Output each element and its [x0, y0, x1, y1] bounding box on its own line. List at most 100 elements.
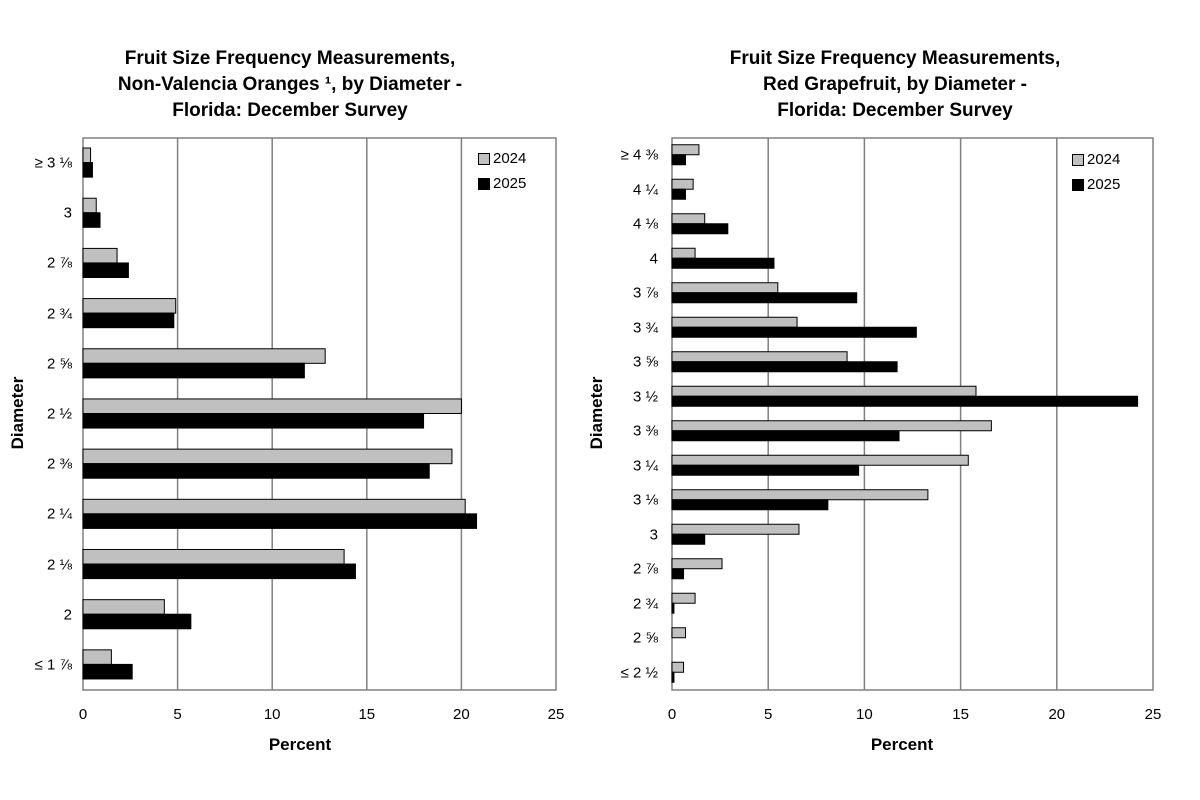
- x-axis-label: Percent: [268, 735, 332, 754]
- y-tick-label: 2 ⅛: [46, 556, 72, 574]
- bar-2024: [671, 213, 706, 225]
- y-tick-label: ≥ 4 ⅜: [620, 146, 658, 164]
- bar-2025: [671, 326, 917, 338]
- bar-2025: [671, 464, 860, 476]
- bar-2025: [671, 430, 900, 442]
- y-tick-label: 2 ⅞: [46, 254, 72, 272]
- legend-label: 2025: [493, 175, 527, 192]
- bar-2024: [671, 558, 723, 570]
- title-line-3: Florida: December Survey: [777, 100, 1013, 121]
- legend-item-2024: 2024: [478, 146, 526, 171]
- bar-2025: [671, 602, 675, 614]
- bar-chart-svg: [671, 137, 1154, 691]
- title-line-2: Non-Valencia Oranges ¹, by Diameter -: [117, 74, 463, 95]
- title-line-1: Fruit Size Frequency Measurements,: [124, 48, 456, 69]
- y-tick-label: 2: [63, 606, 72, 624]
- x-axis-label: Percent: [870, 735, 934, 754]
- y-tick-label: ≤ 2 ½: [620, 664, 658, 682]
- x-tick-label: 10: [263, 706, 281, 723]
- legend-swatch-2025: [1072, 178, 1084, 191]
- bar-2025: [82, 413, 425, 429]
- y-tick-label: 3 ¼: [632, 457, 658, 475]
- chart-title: Fruit Size Frequency Measurements, Red G…: [590, 46, 1200, 124]
- grapefruit-chart-panel: Fruit Size Frequency Measurements, Red G…: [587, 0, 1200, 800]
- y-tick-label: 4 ¼: [632, 181, 658, 199]
- x-tick-label: 10: [856, 706, 873, 723]
- bar-2024: [82, 498, 466, 515]
- oranges-chart-panel: Fruit Size Frequency Measurements, Non-V…: [0, 0, 590, 800]
- bar-2024: [82, 649, 112, 665]
- bar-2024: [82, 548, 345, 565]
- bar-2024: [82, 348, 326, 364]
- bar-2025: [671, 223, 729, 235]
- x-tick-label: 25: [547, 706, 565, 723]
- legend: 2024 2025: [478, 146, 526, 196]
- bar-chart-svg: [82, 137, 557, 691]
- legend-swatch-2025: [478, 177, 490, 190]
- x-tick-label: 5: [764, 706, 773, 723]
- y-tick-label: 3 ¾: [632, 319, 658, 337]
- bar-2024: [671, 144, 700, 156]
- bar-2025: [82, 212, 101, 228]
- legend-item-2025: 2025: [1072, 172, 1120, 197]
- x-tick-label: 15: [358, 706, 376, 723]
- y-tick-label: 3: [649, 526, 658, 544]
- x-tick-label: 15: [952, 706, 969, 723]
- y-tick-label: 4: [649, 250, 658, 268]
- bar-2024: [671, 316, 798, 328]
- bar-2025: [82, 463, 430, 479]
- legend-item-2024: 2024: [1072, 147, 1120, 172]
- bar-2025: [82, 663, 133, 680]
- bar-2025: [82, 513, 478, 529]
- bar-2025: [82, 613, 192, 630]
- bar-2025: [671, 188, 686, 200]
- bar-2024: [82, 197, 97, 214]
- y-tick-label: 3 ⅝: [632, 353, 658, 371]
- bar-2024: [671, 178, 694, 190]
- bar-2024: [671, 661, 685, 673]
- bar-2024: [671, 592, 696, 604]
- bar-2024: [82, 147, 92, 164]
- legend-label: 2025: [1087, 176, 1121, 193]
- bar-2024: [82, 448, 453, 465]
- bar-2025: [671, 154, 686, 166]
- legend-swatch-2024: [478, 152, 490, 165]
- y-tick-label: ≥ 3 ⅛: [34, 154, 72, 172]
- y-tick-label: 2 ½: [46, 405, 72, 423]
- bar-2025: [82, 563, 356, 580]
- bar-2024: [82, 298, 177, 314]
- title-line-2: Red Grapefruit, by Diameter -: [763, 74, 1027, 95]
- legend-item-2025: 2025: [478, 171, 526, 196]
- bar-2024: [671, 351, 848, 363]
- x-tick-label: 25: [1144, 706, 1162, 723]
- legend: 2024 2025: [1072, 147, 1120, 197]
- bar-2024: [82, 247, 118, 264]
- bar-2024: [671, 454, 969, 466]
- y-tick-label: 3: [63, 204, 72, 222]
- y-tick-label: ≤ 1 ⅞: [34, 656, 72, 674]
- plot-area: [671, 137, 1154, 691]
- y-tick-label: 3 ⅞: [632, 284, 658, 302]
- bar-2025: [82, 312, 175, 329]
- bar-2024: [671, 385, 977, 397]
- bar-2024: [671, 523, 800, 535]
- x-tick-label: 0: [78, 706, 88, 723]
- bar-2025: [671, 671, 675, 683]
- bar-2024: [82, 398, 462, 414]
- y-tick-label: 2 ¾: [46, 305, 72, 323]
- legend-label: 2024: [493, 150, 527, 167]
- y-tick-label: 2 ⅜: [46, 455, 72, 473]
- y-tick-label: 2 ¼: [46, 505, 72, 523]
- x-tick-label: 20: [453, 706, 470, 723]
- bar-2025: [671, 292, 858, 304]
- y-tick-label: 2 ⅝: [46, 355, 72, 373]
- y-tick-label: 3 ⅛: [632, 491, 658, 509]
- bar-2025: [671, 361, 898, 373]
- legend-label: 2024: [1087, 151, 1121, 168]
- bar-2024: [82, 599, 165, 615]
- x-tick-label: 0: [667, 706, 677, 723]
- y-tick-label: 3 ⅜: [632, 422, 658, 440]
- x-tick-label: 5: [173, 706, 182, 723]
- legend-swatch-2024: [1072, 153, 1084, 166]
- x-tick-label: 20: [1048, 706, 1066, 723]
